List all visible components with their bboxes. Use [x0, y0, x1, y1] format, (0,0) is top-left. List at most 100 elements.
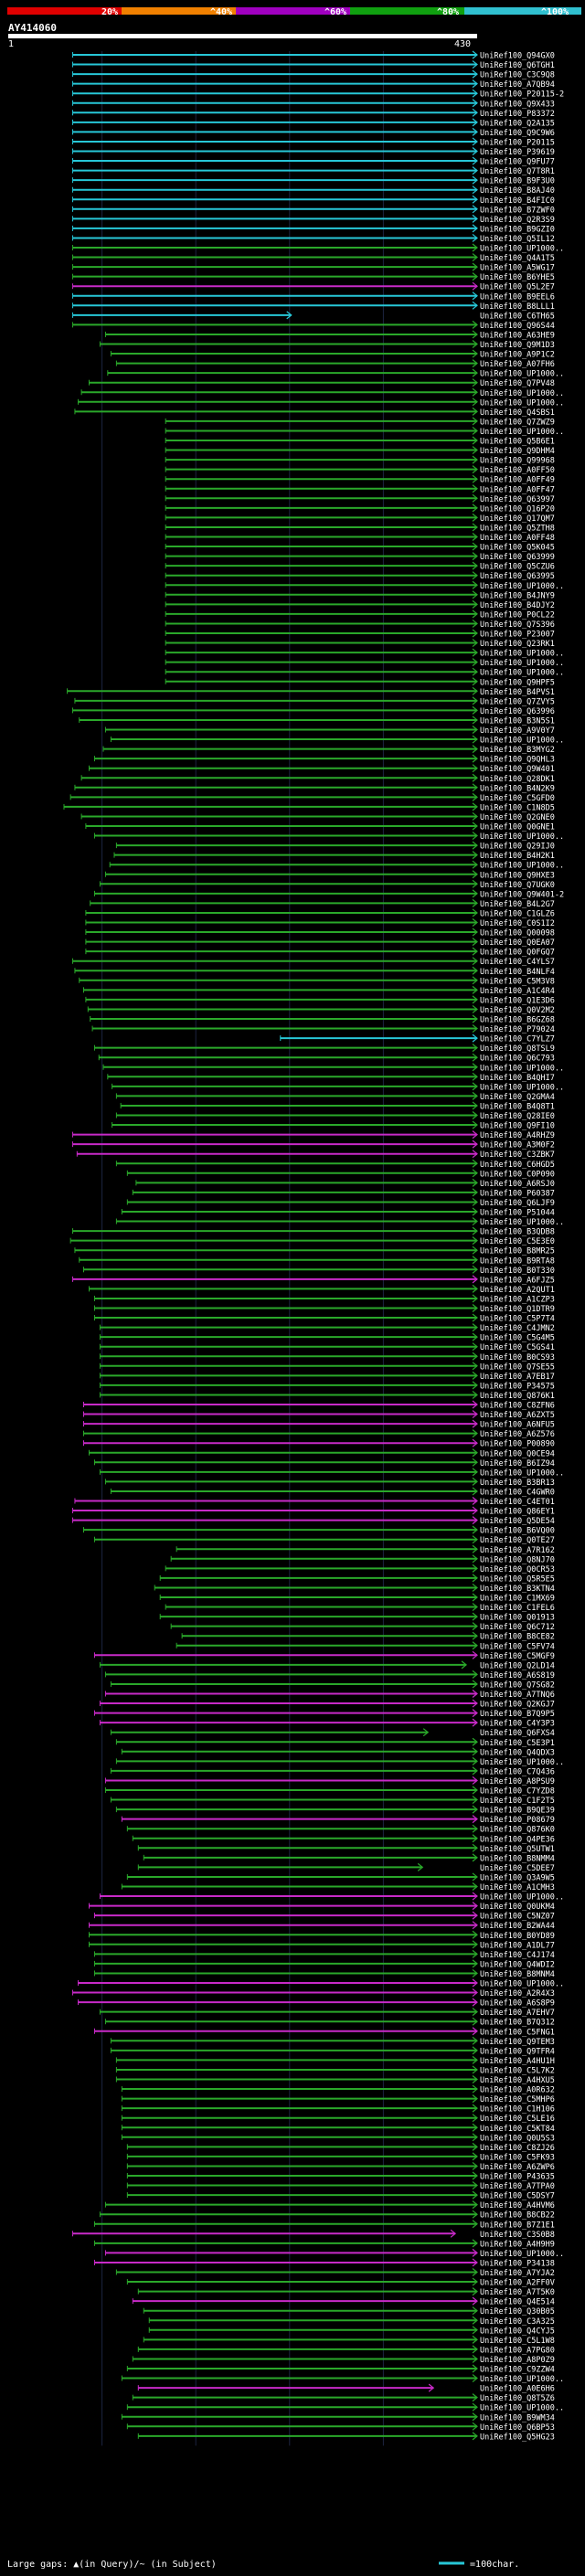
hit-label[interactable]: UniRef100_Q4E514	[480, 2298, 555, 2307]
hit-label[interactable]: UniRef100_A6ZWP6	[480, 2163, 555, 2172]
hit-label[interactable]: UniRef100_Q5UTW1	[480, 1845, 555, 1854]
hit-label[interactable]: UniRef100_A0E6H6	[480, 2385, 555, 2394]
hit-label[interactable]: UniRef100_C1H106	[480, 2105, 555, 2115]
hit-label[interactable]: UniRef100_Q00098	[480, 929, 555, 938]
hit-label[interactable]: UniRef100_A7T5K0	[480, 2288, 555, 2297]
hit-label[interactable]: UniRef100_C1F2T5	[480, 1797, 555, 1806]
hit-label[interactable]: UniRef100_B4NLF4	[480, 968, 555, 977]
hit-label[interactable]: UniRef100_Q28IE0	[480, 1112, 555, 1121]
hit-label[interactable]: UniRef100_A4H9H9	[480, 2240, 555, 2249]
hit-label[interactable]: UniRef100_Q5K045	[480, 544, 555, 553]
hit-label[interactable]: UniRef100_A5WG17	[480, 264, 555, 273]
hit-label[interactable]: UniRef100_Q5IL12	[480, 235, 555, 244]
hit-label[interactable]: UniRef100_B7Q9P5	[480, 1710, 555, 1719]
hit-label[interactable]: UniRef100_C4GWR0	[480, 1488, 555, 1497]
hit-label[interactable]: UniRef100_Q5HG23	[480, 2433, 555, 2442]
hit-label[interactable]: UniRef100_C4Y3P3	[480, 1720, 555, 1729]
hit-label[interactable]: UniRef100_A0FF47	[480, 485, 555, 494]
hit-label[interactable]: UniRef100_Q63995	[480, 572, 555, 581]
hit-label[interactable]: UniRef100_Q9DHM4	[480, 447, 555, 456]
hit-label[interactable]: UniRef100_A7QB94	[480, 80, 555, 90]
hit-label[interactable]: UniRef100_P51044	[480, 1209, 555, 1218]
hit-label[interactable]: UniRef100_Q9M1D3	[480, 341, 555, 350]
hit-label[interactable]: UniRef100_UP1000..	[480, 2250, 564, 2259]
hit-label[interactable]: UniRef100_Q4WDI2	[480, 1960, 555, 1969]
hit-label[interactable]: UniRef100_C8ZJ26	[480, 2144, 555, 2153]
hit-label[interactable]: UniRef100_A1CMH3	[480, 1883, 555, 1892]
hit-label[interactable]: UniRef100_B3BR13	[480, 1479, 555, 1488]
hit-label[interactable]: UniRef100_A8PSU9	[480, 1777, 555, 1786]
hit-label[interactable]: UniRef100_C5MHP6	[480, 2095, 555, 2104]
hit-label[interactable]: UniRef100_B9QE39	[480, 1807, 555, 1816]
hit-label[interactable]: UniRef100_P83372	[480, 110, 555, 119]
hit-label[interactable]: UniRef100_Q876K0	[480, 1826, 555, 1835]
hit-label[interactable]: UniRef100_B8MNM4	[480, 1970, 555, 1979]
hit-label[interactable]: UniRef100_Q2GNE0	[480, 813, 555, 822]
hit-label[interactable]: UniRef100_Q3A9W5	[480, 1873, 555, 1882]
hit-label[interactable]: UniRef100_A3M0F2	[480, 1141, 555, 1150]
hit-label[interactable]: UniRef100_B6YHE5	[480, 273, 555, 282]
hit-label[interactable]: UniRef100_C5DEE7	[480, 1864, 555, 1873]
hit-label[interactable]: UniRef100_P0CL22	[480, 610, 555, 620]
hit-label[interactable]: UniRef100_C3ZBK7	[480, 1150, 555, 1160]
hit-label[interactable]: UniRef100_Q7S396	[480, 620, 555, 630]
hit-label[interactable]: UniRef100_Q96S44	[480, 322, 555, 331]
hit-label[interactable]: UniRef100_B4JNY9	[480, 591, 555, 600]
hit-label[interactable]: UniRef100_A9V0Y7	[480, 726, 555, 736]
hit-label[interactable]: UniRef100_C1GLZ6	[480, 909, 555, 918]
hit-label[interactable]: UniRef100_C4YLS7	[480, 958, 555, 967]
hit-label[interactable]: UniRef100_C7YZD8	[480, 1787, 555, 1797]
hit-label[interactable]: UniRef100_A8P0Z9	[480, 2356, 555, 2365]
hit-label[interactable]: UniRef100_P20115	[480, 138, 555, 147]
hit-label[interactable]: UniRef100_C5G4M5	[480, 1334, 555, 1343]
hit-label[interactable]: UniRef100_UP1000..	[480, 659, 564, 668]
hit-label[interactable]: UniRef100_C5L1W8	[480, 2337, 555, 2346]
hit-label[interactable]: UniRef100_Q6LJF9	[480, 1199, 555, 1208]
hit-label[interactable]: UniRef100_Q9FU77	[480, 158, 555, 167]
hit-label[interactable]: UniRef100_B9WM34	[480, 2413, 555, 2422]
hit-label[interactable]: UniRef100_P79024	[480, 1025, 555, 1034]
hit-label[interactable]: UniRef100_Q8TSL9	[480, 1044, 555, 1054]
hit-label[interactable]: UniRef100_Q86EY1	[480, 1508, 555, 1517]
hit-label[interactable]: UniRef100_C5FNG1	[480, 2028, 555, 2037]
hit-label[interactable]: UniRef100_A6S8P9	[480, 1999, 555, 2009]
hit-label[interactable]: UniRef100_A9P1C2	[480, 351, 555, 360]
hit-label[interactable]: UniRef100_Q8NJ70	[480, 1555, 555, 1564]
hit-label[interactable]: UniRef100_A1CZP3	[480, 1295, 555, 1304]
hit-label[interactable]: UniRef100_Q9W401-2	[480, 890, 564, 899]
hit-label[interactable]: UniRef100_Q0EA07	[480, 938, 555, 948]
hit-label[interactable]: UniRef100_UP1000..	[480, 2404, 564, 2413]
hit-label[interactable]: UniRef100_C5L7K2	[480, 2066, 555, 2075]
hit-label[interactable]: UniRef100_Q0V2M2	[480, 1006, 555, 1015]
hit-label[interactable]: UniRef100_C5M3V8	[480, 977, 555, 986]
hit-label[interactable]: UniRef100_B3KTN4	[480, 1585, 555, 1594]
hit-label[interactable]: UniRef100_B3N5S1	[480, 716, 555, 726]
hit-label[interactable]: UniRef100_C5DSY7	[480, 2192, 555, 2201]
hit-label[interactable]: UniRef100_UP1000..	[480, 1064, 564, 1073]
hit-label[interactable]: UniRef100_B4L2G7	[480, 900, 555, 909]
hit-label[interactable]: UniRef100_B4PVS1	[480, 688, 555, 697]
hit-label[interactable]: UniRef100_A6FJZ5	[480, 1276, 555, 1285]
hit-label[interactable]: UniRef100_B4Q8T1	[480, 1102, 555, 1111]
hit-label[interactable]: UniRef100_Q9X433	[480, 100, 555, 109]
hit-label[interactable]: UniRef100_C3A325	[480, 2317, 555, 2327]
hit-label[interactable]: UniRef100_C6TH65	[480, 312, 555, 321]
hit-label[interactable]: UniRef100_B8AJ40	[480, 186, 555, 196]
hit-label[interactable]: UniRef100_A07FH6	[480, 360, 555, 369]
hit-label[interactable]: UniRef100_Q30B05	[480, 2307, 555, 2316]
hit-label[interactable]: UniRef100_UP1000..	[480, 862, 564, 871]
hit-label[interactable]: UniRef100_B4H2K1	[480, 852, 555, 861]
hit-label[interactable]: UniRef100_B8MR25	[480, 1247, 555, 1256]
hit-label[interactable]: UniRef100_Q4PE36	[480, 1835, 555, 1844]
hit-label[interactable]: UniRef100_Q5DE54	[480, 1517, 555, 1526]
hit-label[interactable]: UniRef100_UP1000..	[480, 389, 564, 398]
hit-label[interactable]: UniRef100_Q0GNE1	[480, 823, 555, 832]
hit-label[interactable]: UniRef100_Q5B6E1	[480, 438, 555, 447]
hit-label[interactable]: UniRef100_A7PG80	[480, 2346, 555, 2355]
hit-label[interactable]: UniRef100_Q5L2E7	[480, 283, 555, 292]
hit-label[interactable]: UniRef100_Q2KGJ7	[480, 1701, 555, 1710]
hit-label[interactable]: UniRef100_Q2A135	[480, 119, 555, 128]
hit-label[interactable]: UniRef100_Q7PV48	[480, 379, 555, 388]
hit-label[interactable]: UniRef100_UP1000..	[480, 1218, 564, 1227]
hit-label[interactable]: UniRef100_Q0CR53	[480, 1565, 555, 1574]
